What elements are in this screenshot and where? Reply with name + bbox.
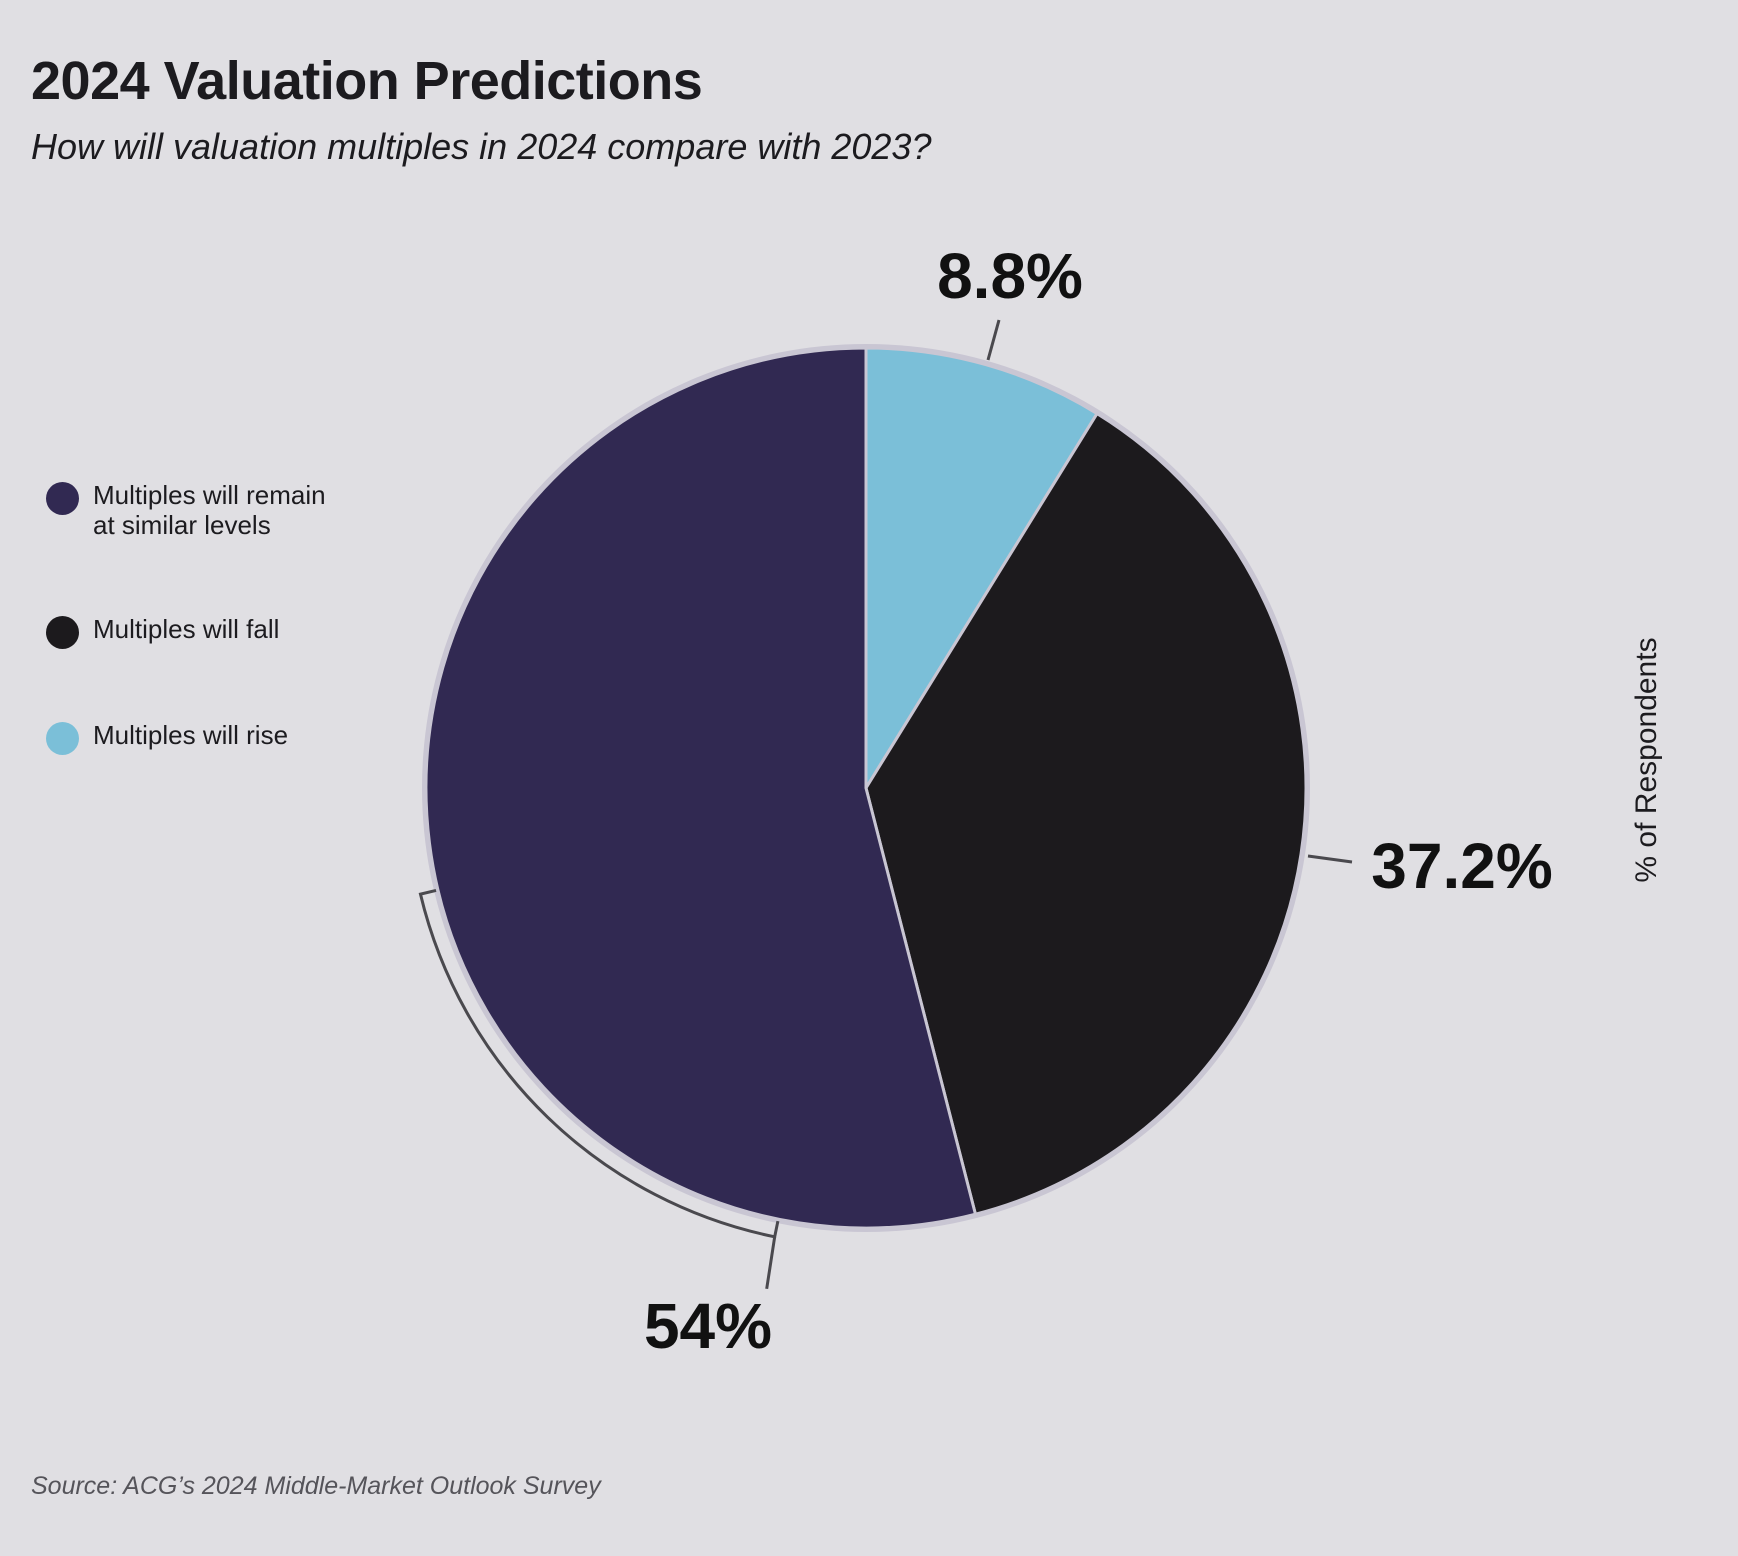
legend-label-remain: Multiples will remain at similar levels	[93, 480, 326, 540]
leader-line-remain	[765, 1236, 777, 1290]
legend-swatch-remain	[46, 482, 79, 515]
chart-subtitle: How will valuation multiples in 2024 com…	[31, 126, 932, 167]
bracket-remain	[418, 888, 780, 1239]
slice-label-rise: 8.8%	[937, 240, 1083, 312]
chart-title: 2024 Valuation Predictions	[31, 51, 703, 111]
pie-slice-rise	[864, 346, 1100, 794]
y-axis-label: % of Respondents	[1630, 637, 1663, 883]
pie-slice-remain	[424, 346, 978, 1230]
leader-line-fall	[1307, 854, 1353, 864]
legend-item-rise: Multiples will rise	[46, 720, 373, 755]
leader-lines	[418, 319, 1353, 1290]
legend-swatch-rise	[46, 722, 79, 755]
pie-slice-fall	[864, 411, 1308, 1217]
legend-swatch-fall	[46, 616, 79, 649]
slice-label-fall: 37.2%	[1371, 830, 1552, 902]
legend-label-rise: Multiples will rise	[93, 720, 289, 750]
legend-item-fall: Multiples will fall	[46, 614, 373, 649]
legend-item-remain: Multiples will remain at similar levels	[46, 480, 373, 540]
leader-line-rise	[986, 319, 1001, 361]
pie-slices	[424, 346, 1308, 1230]
slice-label-remain: 54%	[644, 1290, 772, 1362]
legend-label-fall: Multiples will fall	[93, 614, 280, 644]
source-note: Source: ACG’s 2024 Middle-Market Outlook…	[31, 1472, 601, 1500]
